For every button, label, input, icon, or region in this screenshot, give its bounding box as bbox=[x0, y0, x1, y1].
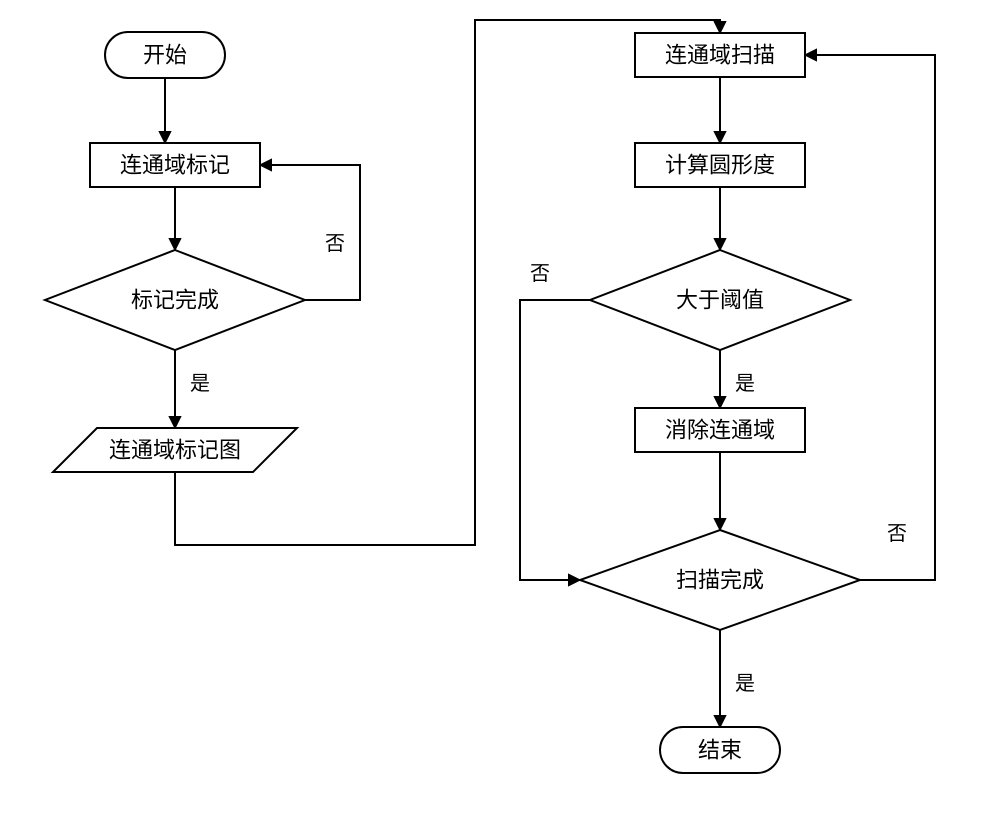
node-label-start: 开始 bbox=[143, 43, 187, 68]
node-label-mark_done: 标记完成 bbox=[131, 288, 219, 313]
node-label-gt_thresh: 大于阈值 bbox=[676, 288, 764, 313]
node-label-end: 结束 bbox=[698, 738, 742, 763]
background bbox=[0, 0, 1000, 833]
node-cc_scan: 连通域扫描 bbox=[635, 33, 805, 77]
edge-label-scan_done-end: 是 bbox=[735, 673, 755, 695]
edge-label-scan_done-cc_scan: 否 bbox=[887, 523, 907, 545]
node-label-cc_scan: 连通域扫描 bbox=[665, 43, 775, 68]
node-label-cc_label: 连通域标记 bbox=[120, 153, 230, 178]
node-cc_map: 连通域标记图 bbox=[53, 428, 297, 472]
node-label-scan_done: 扫描完成 bbox=[676, 568, 764, 593]
node-elim_cc: 消除连通域 bbox=[635, 408, 805, 452]
node-label-elim_cc: 消除连通域 bbox=[665, 418, 775, 443]
edge-label-mark_done-cc_label: 否 bbox=[325, 233, 345, 255]
node-label-cc_map: 连通域标记图 bbox=[109, 438, 241, 463]
edge-label-gt_thresh-elim_cc: 是 bbox=[735, 373, 755, 395]
node-cc_label: 连通域标记 bbox=[90, 143, 260, 187]
edge-label-mark_done-cc_map: 是 bbox=[190, 373, 210, 395]
edge-label-gt_thresh-scan_done: 否 bbox=[530, 263, 550, 285]
node-calc_circ: 计算圆形度 bbox=[635, 143, 805, 187]
node-end: 结束 bbox=[660, 727, 780, 773]
node-start: 开始 bbox=[105, 32, 225, 78]
node-label-calc_circ: 计算圆形度 bbox=[665, 153, 775, 178]
flowchart-canvas: 是否是否是否开始连通域标记标记完成连通域标记图连通域扫描计算圆形度大于阈值消除连… bbox=[0, 0, 1000, 833]
